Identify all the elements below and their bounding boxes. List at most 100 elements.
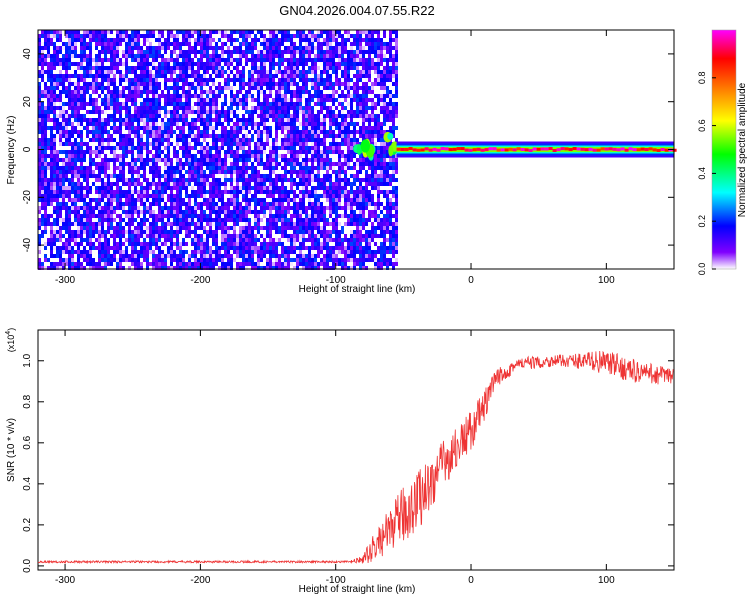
spectrogram-cell [164, 154, 167, 158]
spectrogram-cell [116, 230, 119, 234]
spectrogram-cell [122, 38, 125, 42]
spectrogram-cell [254, 182, 257, 186]
spectrogram-cell [191, 230, 194, 234]
spectrogram-cell [74, 198, 77, 202]
spectrogram-cell [86, 206, 89, 210]
spectrogram-cell [239, 122, 242, 126]
spectrogram-cell [200, 106, 203, 110]
spectrogram-cell [320, 182, 323, 186]
spectrogram-cell [278, 162, 281, 166]
spectrogram-cell [317, 266, 320, 270]
spectrogram-cell [170, 94, 173, 98]
spectrogram-cell [59, 34, 62, 38]
spectrogram-cell [224, 42, 227, 46]
spectrogram-cell [218, 118, 221, 122]
spectrogram-cell [89, 138, 92, 142]
spectrogram-cell [143, 54, 146, 58]
spectrogram-cell [47, 78, 50, 82]
spectrogram-cell [140, 198, 143, 202]
spectrogram-cell [254, 58, 257, 62]
spectrogram-cell [167, 54, 170, 58]
spectrogram-cell [320, 46, 323, 50]
spectrogram-cell [110, 186, 113, 190]
spectrogram-cell [140, 222, 143, 226]
spectrogram-cell [314, 166, 317, 170]
spectrogram-cell [98, 38, 101, 42]
spectrogram-cell [236, 90, 239, 94]
spectrogram-cell [158, 198, 161, 202]
spectrogram-cell [245, 118, 248, 122]
spectrogram-cell [101, 170, 104, 174]
spectrogram-cell [335, 182, 338, 186]
spectrogram-cell [233, 126, 236, 130]
spectrogram-cell [185, 90, 188, 94]
spectrogram-cell [275, 38, 278, 42]
spectrogram-cell [155, 218, 158, 222]
spectrogram-cell [149, 262, 152, 266]
spectrogram-cell [74, 30, 77, 34]
spectrogram-cell [65, 54, 68, 58]
spectrogram-cell [266, 78, 269, 82]
spectrogram-cell [227, 78, 230, 82]
spectrogram-cell [176, 42, 179, 46]
spectrogram-cell [266, 74, 269, 78]
spectrogram-cell [248, 206, 251, 210]
spectrogram-cell [164, 86, 167, 90]
spectrogram-cell [260, 130, 263, 134]
spectrogram-cell [227, 70, 230, 74]
spectrogram-cell [197, 162, 200, 166]
spectrogram-cell [311, 58, 314, 62]
spectrogram-cell [140, 46, 143, 50]
spectrogram-cell [158, 234, 161, 238]
spectrogram-cell [155, 226, 158, 230]
spectrogram-cell [41, 198, 44, 202]
spectrogram-cell [38, 210, 41, 214]
spectrogram-cell [296, 118, 299, 122]
spectrogram-cell [206, 38, 209, 42]
spectrogram-cell [80, 234, 83, 238]
spectrogram-cell [215, 222, 218, 226]
spectrogram-cell [146, 198, 149, 202]
spectrogram-cell [227, 58, 230, 62]
spectrogram-cell [287, 158, 290, 162]
spectrogram-cell [269, 82, 272, 86]
spectrogram-cell [167, 178, 170, 182]
spectrogram-cell [116, 166, 119, 170]
spectrogram-cell [128, 214, 131, 218]
spectrogram-cell [188, 50, 191, 54]
spectrogram-cell [83, 178, 86, 182]
spectrogram-cell [323, 226, 326, 230]
spectrogram-cell [170, 102, 173, 106]
spectrogram-cell [164, 106, 167, 110]
spectrogram-cell [110, 50, 113, 54]
spectrogram-cell [161, 126, 164, 130]
spectrogram-cell [338, 86, 341, 90]
spectrogram-cell [179, 194, 182, 198]
spectrogram-cell [212, 182, 215, 186]
spectrogram-cell [98, 106, 101, 110]
spectrogram-cell [245, 238, 248, 242]
spectrogram-cell [215, 118, 218, 122]
spectrogram-cell [275, 94, 278, 98]
spectrogram-cell [146, 242, 149, 246]
spectrogram-cell [164, 70, 167, 74]
spectrogram-cell [287, 130, 290, 134]
spectrogram-cell [263, 54, 266, 58]
spectrogram-cell [152, 62, 155, 66]
spectrogram-cell [188, 202, 191, 206]
spectrogram-cell [41, 126, 44, 130]
spectrogram-cell [281, 158, 284, 162]
spectrogram-cell [68, 62, 71, 66]
spectrogram-cell [134, 218, 137, 222]
spectrogram-cell [56, 46, 59, 50]
spectrogram-cell [290, 198, 293, 202]
spectrogram-cell [68, 266, 71, 270]
spectrogram-cell [317, 218, 320, 222]
spectrogram-cell [281, 34, 284, 38]
spectrogram-cell [212, 134, 215, 138]
spectrogram-cell [212, 82, 215, 86]
spectrogram-cell [200, 258, 203, 262]
spectrogram-cell [155, 74, 158, 78]
spectrogram-cell [287, 34, 290, 38]
spectrogram-cell [245, 214, 248, 218]
